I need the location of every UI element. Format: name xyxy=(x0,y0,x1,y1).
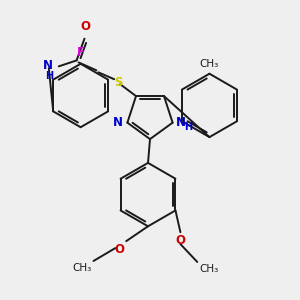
Text: O: O xyxy=(80,20,91,33)
Text: N: N xyxy=(176,116,186,129)
Text: CH₃: CH₃ xyxy=(72,263,92,273)
Text: CH₃: CH₃ xyxy=(200,59,219,69)
Text: CH₃: CH₃ xyxy=(199,264,218,274)
Text: S: S xyxy=(114,76,122,89)
Text: O: O xyxy=(176,234,185,247)
Text: O: O xyxy=(114,243,124,256)
Text: N: N xyxy=(112,116,122,129)
Text: H: H xyxy=(184,122,193,132)
Text: F: F xyxy=(76,46,85,59)
Text: N: N xyxy=(43,59,53,72)
Text: H: H xyxy=(45,71,53,81)
